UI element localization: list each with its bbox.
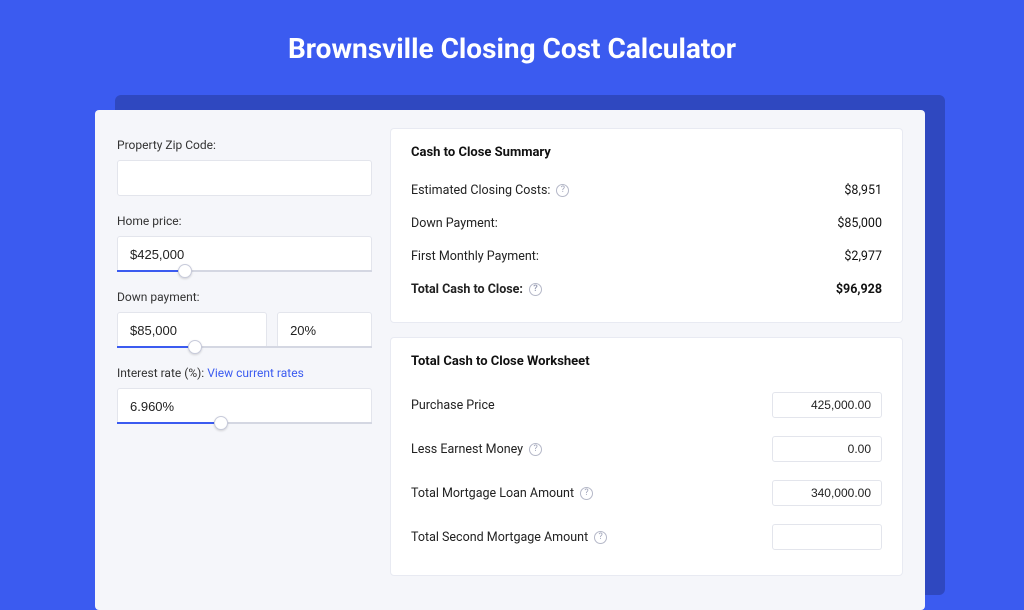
price-slider-fill: [117, 270, 178, 272]
help-icon[interactable]: ?: [529, 443, 542, 456]
worksheet-row-input[interactable]: [772, 392, 882, 418]
worksheet-row-label-text: Total Second Mortgage Amount: [411, 530, 588, 545]
summary-row-value: $2,977: [844, 249, 882, 264]
rate-label: Interest rate (%): View current rates: [117, 366, 372, 380]
summary-row: Estimated Closing Costs:? $8,951: [411, 174, 882, 207]
worksheet-row: Purchase Price: [411, 383, 882, 427]
worksheet-row-input[interactable]: [772, 480, 882, 506]
summary-row-label-text: First Monthly Payment:: [411, 249, 539, 264]
rate-slider-fill: [117, 422, 214, 424]
summary-row-value: $8,951: [844, 183, 882, 198]
worksheet-row-input[interactable]: [772, 436, 882, 462]
summary-row-label: Total Cash to Close:?: [411, 282, 542, 297]
summary-row: First Monthly Payment: $2,977: [411, 240, 882, 273]
price-field: Home price:: [117, 214, 372, 272]
help-icon[interactable]: ?: [529, 283, 542, 296]
summary-row-label: Down Payment:: [411, 216, 498, 231]
zip-input[interactable]: [117, 160, 372, 196]
worksheet-rows: Purchase PriceLess Earnest Money?Total M…: [411, 383, 882, 559]
summary-row-label: First Monthly Payment:: [411, 249, 539, 264]
price-slider-thumb[interactable]: [178, 264, 192, 278]
rate-label-text: Interest rate (%):: [117, 366, 207, 380]
help-icon[interactable]: ?: [580, 487, 593, 500]
summary-title: Cash to Close Summary: [411, 145, 882, 160]
worksheet-row: Total Mortgage Loan Amount?: [411, 471, 882, 515]
summary-row-value: $96,928: [836, 282, 882, 297]
rate-slider[interactable]: [117, 422, 372, 424]
worksheet-title: Total Cash to Close Worksheet: [411, 354, 882, 369]
main-column: Cash to Close Summary Estimated Closing …: [390, 128, 903, 592]
down-percent-input[interactable]: [277, 312, 372, 348]
worksheet-row-label-text: Purchase Price: [411, 398, 495, 413]
zip-field: Property Zip Code:: [117, 138, 372, 196]
down-label: Down payment:: [117, 290, 372, 304]
rate-field: Interest rate (%): View current rates: [117, 366, 372, 424]
worksheet-row-input[interactable]: [772, 524, 882, 550]
worksheet-row-label-text: Total Mortgage Loan Amount: [411, 486, 574, 501]
worksheet-row-label: Total Second Mortgage Amount?: [411, 530, 607, 545]
help-icon[interactable]: ?: [594, 531, 607, 544]
summary-row-label-text: Total Cash to Close:: [411, 282, 523, 297]
zip-label: Property Zip Code:: [117, 138, 372, 152]
price-input[interactable]: [117, 236, 372, 272]
down-slider-fill: [117, 346, 188, 348]
price-label: Home price:: [117, 214, 372, 228]
worksheet-row-label: Less Earnest Money?: [411, 442, 542, 457]
inputs-sidebar: Property Zip Code: Home price: Down paym…: [117, 128, 372, 592]
page-title: Brownsville Closing Cost Calculator: [0, 0, 1024, 89]
worksheet-row-label: Purchase Price: [411, 398, 495, 413]
summary-row-label-text: Estimated Closing Costs:: [411, 183, 550, 198]
summary-row-label-text: Down Payment:: [411, 216, 498, 231]
summary-rows: Estimated Closing Costs:? $8,951 Down Paym…: [411, 174, 882, 306]
summary-row-value: $85,000: [837, 216, 882, 231]
calculator-card: Property Zip Code: Home price: Down paym…: [95, 110, 925, 610]
down-field: Down payment:: [117, 290, 372, 348]
down-slider-thumb[interactable]: [188, 340, 202, 354]
summary-row: Total Cash to Close:? $96,928: [411, 273, 882, 306]
worksheet-row: Total Second Mortgage Amount?: [411, 515, 882, 559]
rate-input[interactable]: [117, 388, 372, 424]
summary-row-label: Estimated Closing Costs:?: [411, 183, 569, 198]
down-slider[interactable]: [117, 346, 372, 348]
summary-panel: Cash to Close Summary Estimated Closing …: [390, 128, 903, 323]
worksheet-row-label-text: Less Earnest Money: [411, 442, 523, 457]
summary-row: Down Payment: $85,000: [411, 207, 882, 240]
help-icon[interactable]: ?: [556, 184, 569, 197]
price-slider[interactable]: [117, 270, 372, 272]
worksheet-row-label: Total Mortgage Loan Amount?: [411, 486, 593, 501]
rate-slider-thumb[interactable]: [214, 416, 228, 430]
worksheet-panel: Total Cash to Close Worksheet Purchase P…: [390, 337, 903, 576]
worksheet-row: Less Earnest Money?: [411, 427, 882, 471]
view-rates-link[interactable]: View current rates: [207, 366, 304, 380]
